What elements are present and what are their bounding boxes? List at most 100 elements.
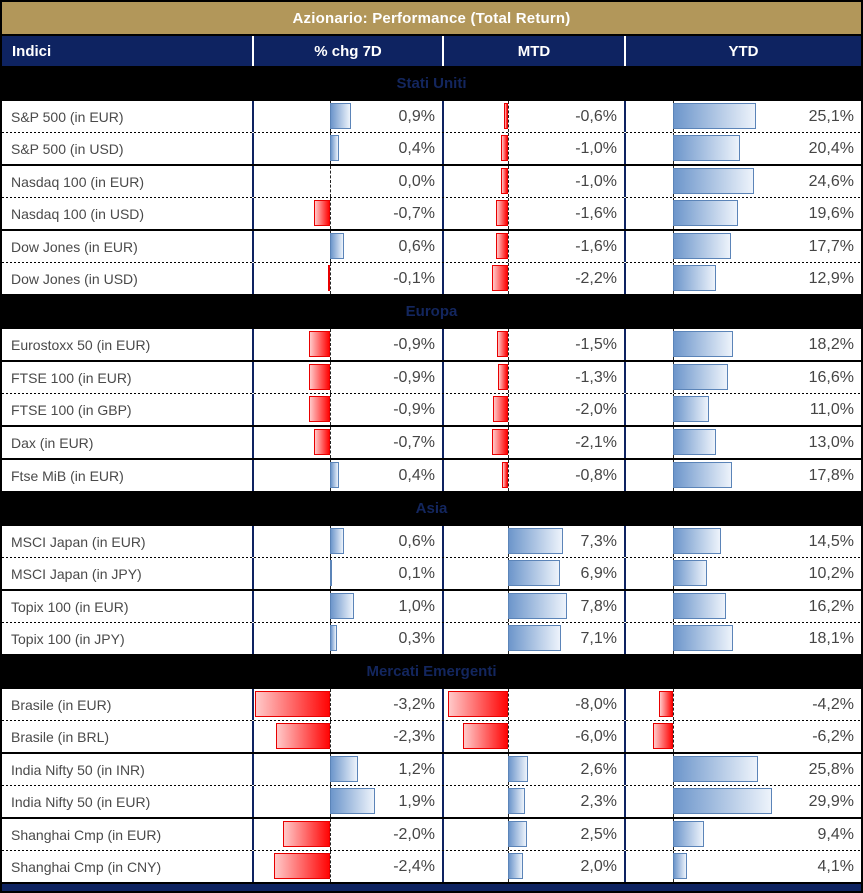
cell-ytd: 24,6%	[626, 166, 861, 197]
zero-baseline	[330, 689, 331, 720]
data-bar-positive	[330, 528, 345, 554]
zero-baseline	[330, 394, 331, 425]
cell-chg7d: -3,2%	[254, 689, 444, 720]
column-header-row: Indici % chg 7D MTD YTD	[2, 36, 861, 66]
table-row: Shanghai Cmp (in CNY) -2,4% 2,0% 4,1%	[2, 851, 861, 882]
zero-baseline	[508, 329, 509, 360]
data-bar-positive	[330, 103, 352, 129]
data-bar-positive	[673, 168, 755, 194]
cell-value: -1,3%	[575, 368, 617, 386]
cell-mtd: -2,0%	[444, 394, 626, 425]
data-bar-negative	[503, 103, 508, 129]
table-row: MSCI Japan (in EUR) 0,6% 7,3% 14,5%	[2, 526, 861, 557]
cell-mtd: -1,0%	[444, 133, 626, 164]
cell-value: 10,2%	[808, 564, 854, 582]
data-bar-positive	[330, 560, 333, 586]
table-row: Brasile (in BRL) -2,3% -6,0% -6,2%	[2, 721, 861, 752]
cell-ytd: 14,5%	[626, 526, 861, 557]
cell-value: 0,6%	[398, 532, 435, 550]
data-bar-positive	[673, 200, 738, 226]
data-bar-positive	[673, 560, 707, 586]
row-label: Topix 100 (in JPY)	[2, 623, 254, 654]
cell-value: 12,9%	[808, 269, 854, 287]
cell-value: 14,5%	[808, 532, 854, 550]
data-bar-positive	[330, 593, 354, 619]
data-bar-positive	[330, 756, 359, 782]
divider	[2, 882, 861, 884]
data-bar-negative	[496, 233, 508, 259]
group-divider	[2, 817, 861, 819]
zero-baseline	[508, 263, 509, 294]
cell-chg7d: 0,4%	[254, 133, 444, 164]
table-row: India Nifty 50 (in INR) 1,2% 2,6% 25,8%	[2, 754, 861, 785]
data-bar-negative	[652, 723, 673, 749]
cell-value: -0,9%	[393, 335, 435, 353]
data-bar-positive	[673, 265, 716, 291]
cell-value: -2,0%	[393, 825, 435, 843]
cell-mtd: -2,1%	[444, 427, 626, 458]
section-header: Stati Uniti	[2, 66, 861, 101]
cell-mtd: -1,6%	[444, 198, 626, 229]
cell-value: -0,6%	[575, 107, 617, 125]
row-label: FTSE 100 (in EUR)	[2, 362, 254, 393]
cell-chg7d: 0,9%	[254, 101, 444, 132]
data-bar-positive	[673, 364, 728, 390]
data-bar-negative	[493, 396, 508, 422]
cell-value: 0,4%	[398, 466, 435, 484]
cell-value: 18,2%	[808, 335, 854, 353]
cell-ytd: 16,2%	[626, 591, 861, 622]
cell-ytd: 29,9%	[626, 786, 861, 817]
data-bar-positive	[673, 756, 759, 782]
table-row: S&P 500 (in USD) 0,4% -1,0% 20,4%	[2, 133, 861, 164]
zero-baseline	[330, 851, 331, 882]
cell-value: 0,6%	[398, 237, 435, 255]
cell-value: 7,3%	[580, 532, 617, 550]
cell-chg7d: 0,0%	[254, 166, 444, 197]
zero-baseline	[330, 427, 331, 458]
cell-value: -0,1%	[393, 269, 435, 287]
cell-value: 24,6%	[808, 172, 854, 190]
data-bar-positive	[508, 593, 567, 619]
cell-value: 0,3%	[398, 629, 435, 647]
cell-value: 2,0%	[580, 857, 617, 875]
data-bar-positive	[673, 528, 721, 554]
row-divider	[2, 132, 861, 133]
cell-value: -6,0%	[575, 727, 617, 745]
table-row: Topix 100 (in EUR) 1,0% 7,8% 16,2%	[2, 591, 861, 622]
cell-value: 9,4%	[817, 825, 854, 843]
table-row: FTSE 100 (in GBP) -0,9% -2,0% 11,0%	[2, 394, 861, 425]
row-label: Topix 100 (in EUR)	[2, 591, 254, 622]
divider	[2, 34, 861, 36]
table-row: Dax (in EUR) -0,7% -2,1% 13,0%	[2, 427, 861, 458]
data-bar-positive	[508, 788, 526, 814]
cell-mtd: -0,6%	[444, 101, 626, 132]
section-header: Asia	[2, 491, 861, 526]
row-label: Ftse MiB (in EUR)	[2, 460, 254, 491]
cell-chg7d: -0,7%	[254, 427, 444, 458]
cell-ytd: 16,6%	[626, 362, 861, 393]
cell-value: -1,6%	[575, 237, 617, 255]
data-bar-positive	[673, 853, 687, 879]
cell-chg7d: 0,6%	[254, 231, 444, 262]
data-bar-negative	[275, 723, 330, 749]
group-divider	[2, 752, 861, 754]
cell-value: 11,0%	[809, 400, 854, 418]
data-bar-negative	[492, 429, 508, 455]
cell-mtd: 2,5%	[444, 819, 626, 850]
cell-ytd: -6,2%	[626, 721, 861, 752]
cell-mtd: -1,5%	[444, 329, 626, 360]
row-label: S&P 500 (in USD)	[2, 133, 254, 164]
cell-chg7d: -0,9%	[254, 394, 444, 425]
data-bar-negative	[659, 691, 673, 717]
footer-bar	[2, 884, 861, 891]
cell-chg7d: -2,4%	[254, 851, 444, 882]
cell-chg7d: -0,9%	[254, 362, 444, 393]
zero-baseline	[330, 166, 331, 197]
cell-value: 1,2%	[398, 760, 435, 778]
table-row: Topix 100 (in JPY) 0,3% 7,1% 18,1%	[2, 623, 861, 654]
column-header-chg7d: % chg 7D	[254, 36, 444, 66]
data-bar-negative	[502, 462, 508, 488]
row-label: MSCI Japan (in EUR)	[2, 526, 254, 557]
row-label: Dow Jones (in USD)	[2, 263, 254, 294]
